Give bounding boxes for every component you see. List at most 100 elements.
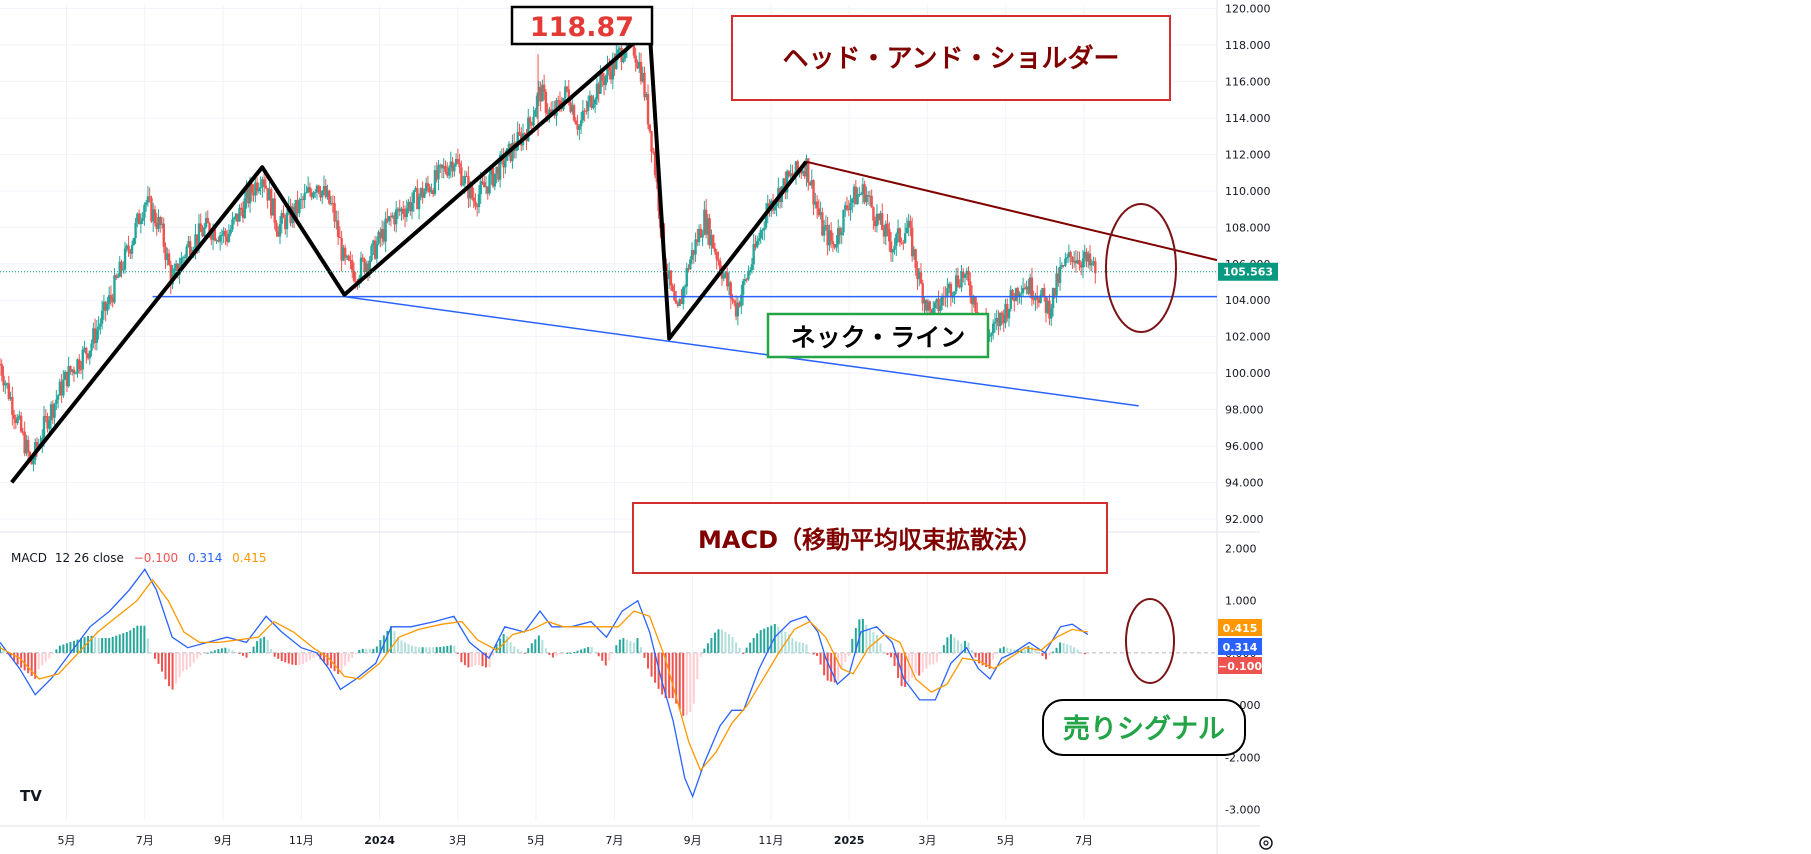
candle-body bbox=[701, 234, 704, 238]
candle-body bbox=[800, 169, 803, 174]
candle-body bbox=[666, 273, 669, 280]
tradingview-logo-icon[interactable]: TV bbox=[20, 787, 42, 805]
candle-body bbox=[673, 290, 676, 301]
candle-body bbox=[336, 220, 340, 238]
macd-value-tag-text: 0.314 bbox=[1223, 641, 1258, 654]
candle-body bbox=[636, 62, 639, 69]
candle-body bbox=[991, 323, 995, 334]
candle-body bbox=[752, 243, 755, 265]
time-x-axis[interactable]: 5月 7月 9月 11月 2024 3月 5月 7月 9月 11月 2025 3月 5月 7月 bbox=[58, 834, 1093, 847]
macd-hist-bar bbox=[713, 632, 716, 653]
candle-body bbox=[960, 271, 963, 288]
candle-body bbox=[1016, 288, 1020, 297]
candle-body bbox=[720, 270, 724, 279]
price-y-axis[interactable]: 120.000 118.000 116.000 114.000 112.000 110.0… bbox=[1218, 3, 1278, 526]
candle-body bbox=[120, 261, 123, 271]
macd-hist-bar bbox=[234, 652, 237, 654]
candle-body bbox=[60, 381, 63, 396]
macd-y-axis[interactable]: 2.0001.0000.000-1.000-2.000-3.0000.4150.… bbox=[1218, 542, 1262, 816]
macd-hist-bar bbox=[301, 652, 304, 665]
macd-hist-bar bbox=[182, 652, 185, 672]
candle-body bbox=[669, 270, 673, 286]
candle-body bbox=[539, 86, 542, 102]
candle-body bbox=[558, 100, 562, 107]
candle-body bbox=[694, 239, 697, 255]
candle-body bbox=[63, 371, 67, 380]
candle-body bbox=[164, 246, 167, 260]
macd-hist-bar bbox=[463, 652, 466, 666]
macd-hist-bar bbox=[566, 652, 569, 654]
peak-value-label: 118.87 bbox=[530, 12, 634, 43]
candle-body bbox=[618, 47, 622, 50]
candle-body bbox=[974, 297, 977, 312]
candle-body bbox=[847, 208, 850, 211]
candle-body bbox=[743, 279, 747, 281]
candle-body bbox=[99, 323, 102, 327]
candle-body bbox=[354, 280, 357, 282]
gear-icon[interactable] bbox=[1259, 836, 1273, 850]
candle-body bbox=[174, 263, 178, 269]
macd-hist-bar bbox=[587, 647, 590, 653]
macd-hist-bar bbox=[418, 647, 421, 653]
macd-legend[interactable]: MACD 12 26 close −0.100 0.314 0.415 bbox=[11, 551, 267, 565]
macd-lines bbox=[0, 568, 1089, 799]
candle-body bbox=[953, 291, 956, 296]
candle-body bbox=[826, 224, 829, 246]
macd-hist-bar bbox=[886, 652, 889, 655]
candle-body bbox=[1067, 252, 1071, 258]
price-tick-label: 114.000 bbox=[1225, 112, 1271, 125]
candle-body bbox=[389, 216, 393, 218]
candle-body bbox=[460, 167, 463, 186]
candle-body bbox=[180, 257, 183, 269]
candle-body bbox=[824, 224, 828, 227]
macd-hist-bar bbox=[837, 652, 840, 681]
candle-body bbox=[416, 188, 419, 210]
candle-body bbox=[2, 375, 5, 386]
candle-body bbox=[51, 404, 55, 418]
macd-hist-bar bbox=[911, 652, 914, 678]
candle-body bbox=[21, 431, 25, 433]
candle-body bbox=[1028, 277, 1032, 294]
candle-body bbox=[548, 109, 551, 115]
candle-body bbox=[967, 270, 970, 282]
candle-body bbox=[176, 263, 180, 275]
macd-hist-bar bbox=[805, 644, 808, 653]
candle-body bbox=[1009, 289, 1012, 310]
candle-body bbox=[148, 196, 151, 198]
candle-body bbox=[65, 371, 69, 387]
candle-body bbox=[7, 383, 11, 399]
candle-body bbox=[881, 213, 884, 230]
macd-hist-bar bbox=[266, 639, 269, 653]
candle-body bbox=[734, 302, 738, 317]
time-tick-label: 2025 bbox=[834, 834, 865, 847]
macd-hist-bar bbox=[717, 629, 720, 653]
candle-body bbox=[965, 270, 968, 275]
candle-body bbox=[599, 72, 602, 94]
candle-body bbox=[28, 452, 32, 457]
candle-body bbox=[414, 188, 417, 191]
candle-body bbox=[400, 208, 403, 212]
candle-body bbox=[933, 302, 937, 309]
macd-hist-bar bbox=[372, 648, 375, 653]
candle-body bbox=[442, 166, 445, 169]
macd-hist-bar bbox=[925, 652, 928, 669]
candle-body bbox=[652, 151, 655, 153]
macd-hist-bar bbox=[446, 645, 449, 653]
candle-body bbox=[159, 217, 162, 225]
candle-body bbox=[278, 223, 282, 237]
candle-body bbox=[35, 442, 39, 448]
candle-body bbox=[990, 333, 993, 336]
candle-body bbox=[44, 416, 47, 418]
macd-hist-bar bbox=[333, 652, 336, 672]
candle-body bbox=[643, 72, 646, 98]
candle-body bbox=[245, 188, 248, 199]
macd-hist-bar bbox=[277, 652, 280, 659]
macd-hist-bar bbox=[872, 632, 875, 653]
macd-hist-bar bbox=[534, 639, 537, 653]
macd-hist-bar bbox=[168, 652, 171, 687]
candle-body bbox=[581, 110, 585, 121]
candle-body bbox=[710, 235, 713, 246]
candle-body bbox=[196, 234, 199, 245]
candle-body bbox=[220, 235, 224, 237]
candle-body bbox=[1006, 303, 1009, 319]
